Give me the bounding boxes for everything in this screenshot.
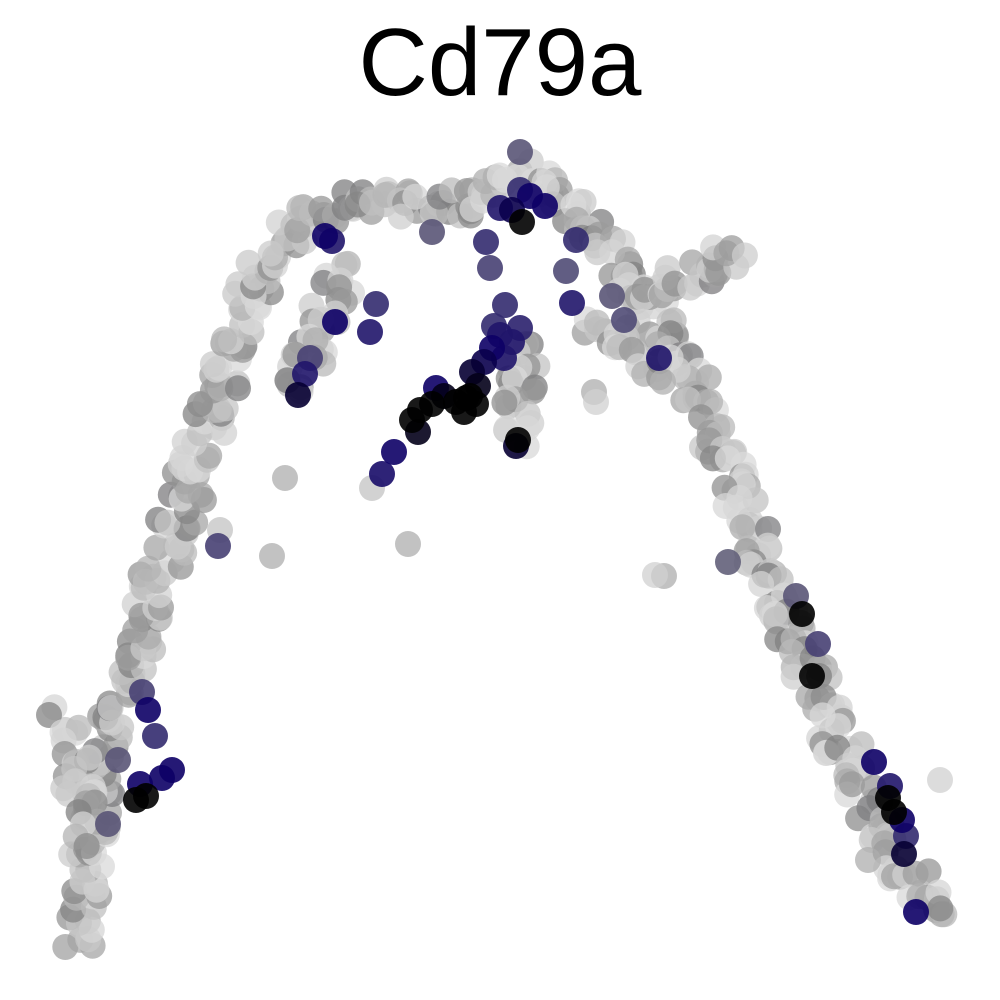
cell-point	[726, 484, 753, 511]
cell-point	[97, 695, 124, 721]
cell-point	[402, 183, 429, 210]
expressing-cell-point	[363, 291, 389, 317]
expressing-cell-point	[805, 631, 831, 657]
expressing-cell-point	[499, 329, 525, 355]
cell-point	[272, 465, 298, 491]
cell-point	[731, 242, 758, 269]
expressing-cell-point	[381, 439, 407, 465]
expressing-cell-point	[123, 787, 149, 813]
cell-point	[212, 395, 239, 422]
expressing-cell-point	[322, 309, 348, 335]
cell-point	[839, 771, 865, 798]
expressing-cell-point	[799, 663, 825, 689]
expressing-cell-point	[553, 258, 579, 284]
cell-point	[395, 531, 421, 557]
expressing-cell-point	[861, 749, 887, 775]
expressing-cell-point	[507, 139, 533, 165]
cell-point	[583, 389, 609, 415]
cell-point	[871, 830, 898, 857]
cell-point	[211, 326, 238, 353]
expressing-cell-point	[599, 283, 625, 309]
expressing-cell-point	[903, 899, 929, 925]
cell-point	[143, 534, 170, 561]
cell-point	[855, 847, 881, 873]
expressing-cell-point	[646, 345, 672, 371]
expressing-cell-point	[891, 841, 917, 867]
cell-point	[825, 713, 852, 740]
cell-point	[52, 934, 79, 960]
cell-point	[259, 543, 285, 569]
cell-point	[650, 368, 676, 395]
expressing-cell-point	[559, 290, 585, 316]
cell-point	[73, 833, 100, 859]
expressing-cell-point	[135, 697, 161, 723]
cell-point	[583, 309, 610, 336]
expressing-cell-point	[492, 292, 518, 318]
cell-point	[257, 240, 284, 267]
expressing-cell-point	[142, 723, 168, 749]
expressing-cell-point	[149, 765, 175, 791]
cell-point	[284, 217, 311, 244]
expressing-cell-point	[473, 229, 499, 255]
cell-point	[780, 663, 807, 690]
expressing-cell-point	[715, 549, 741, 575]
expressing-cell-point	[292, 361, 318, 387]
background-points-layer	[36, 148, 958, 960]
expressing-cell-point	[95, 811, 121, 837]
chart-title: Cd79a	[358, 9, 642, 116]
expressing-cell-point	[285, 382, 311, 408]
cell-point	[135, 555, 162, 582]
cell-point	[154, 509, 181, 536]
expressing-cell-point	[789, 601, 815, 627]
expressing-cell-point	[505, 427, 531, 453]
cell-point	[387, 203, 414, 230]
cell-point	[211, 419, 238, 446]
expressing-cell-point	[611, 307, 637, 333]
cell-point	[927, 767, 953, 793]
highlighted-points-layer	[95, 139, 929, 925]
expressing-cell-point	[881, 799, 907, 825]
expressing-cell-point	[357, 319, 383, 345]
expressing-cell-point	[419, 219, 445, 245]
expressing-cell-point	[205, 533, 231, 559]
cell-point	[927, 895, 954, 922]
expressing-cell-point	[399, 407, 425, 433]
cell-point	[225, 375, 251, 402]
cell-point	[763, 606, 790, 633]
cell-point	[491, 389, 518, 416]
expressing-cell-point	[312, 223, 338, 249]
expressing-cell-point	[532, 193, 558, 219]
expressing-cell-point	[105, 747, 131, 773]
expressing-cell-point	[477, 255, 503, 281]
cell-point	[729, 514, 756, 541]
expressing-cell-point	[563, 227, 589, 253]
cell-point	[902, 860, 929, 887]
cell-point	[642, 562, 668, 588]
expressing-cell-point	[509, 209, 535, 235]
expressing-cell-point	[457, 383, 483, 409]
cell-point	[748, 571, 775, 597]
expressing-cell-point	[369, 461, 395, 487]
cell-point	[235, 249, 262, 276]
cell-point	[199, 351, 226, 378]
